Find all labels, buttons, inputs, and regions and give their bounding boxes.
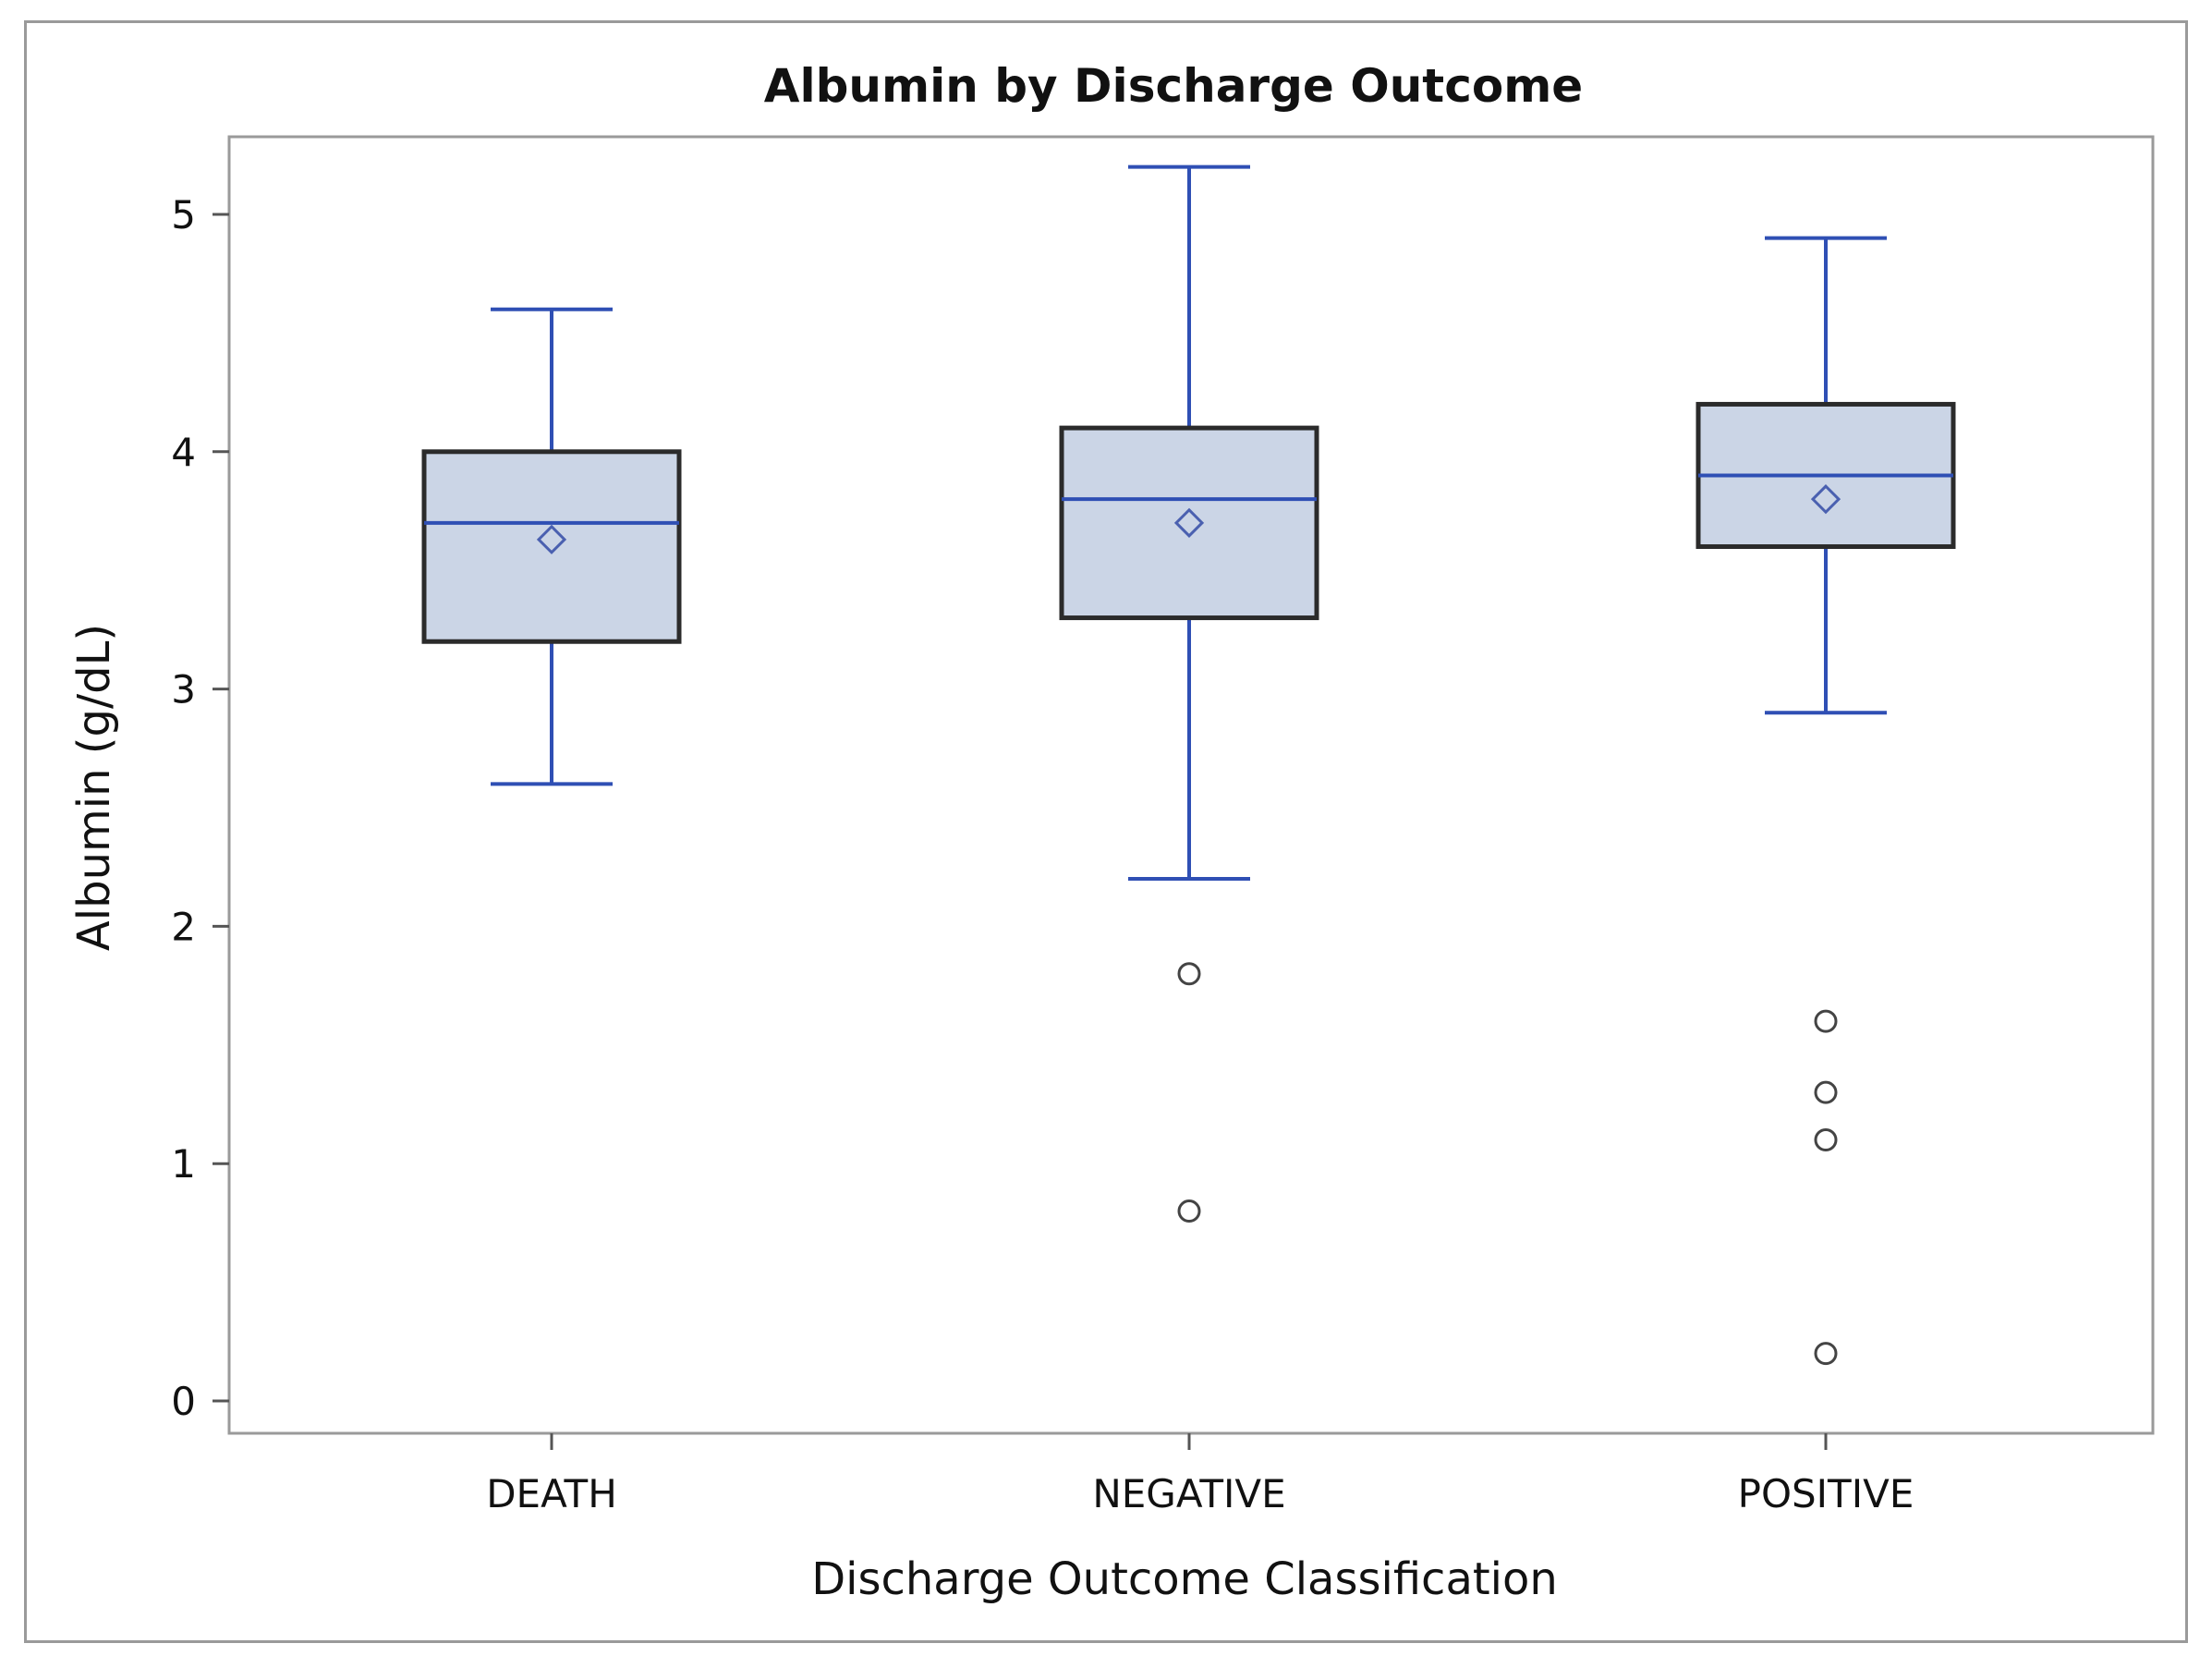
y-tick-label: 5 <box>171 192 196 237</box>
mean-marker <box>536 524 567 554</box>
plot-border <box>227 135 2155 1435</box>
y-tick-label: 1 <box>171 1141 196 1187</box>
iqr-box <box>1059 425 1319 621</box>
outlier-point <box>1814 1009 1838 1033</box>
outlier-point <box>1814 1128 1838 1152</box>
y-tick-label: 3 <box>171 667 196 712</box>
y-tick-label: 2 <box>171 904 196 949</box>
outlier-point <box>1814 1080 1838 1104</box>
x-tick-label-positive: POSITIVE <box>1738 1471 1914 1516</box>
y-axis-label: Albumin (g/dL) <box>68 624 120 951</box>
outlier-point <box>1814 1342 1838 1366</box>
chart-title: Albumin by Discharge Outcome <box>764 59 1583 113</box>
box-group-positive <box>1695 236 1956 1366</box>
y-tick-label: 4 <box>171 430 196 475</box>
x-tick-label-negative: NEGATIVE <box>1092 1471 1285 1516</box>
box-group-negative <box>1059 164 1319 1224</box>
y-tick-label: 0 <box>171 1379 196 1424</box>
iqr-box <box>421 449 682 644</box>
x-tick-label-death: DEATH <box>486 1471 617 1516</box>
plot-area: 0 1 2 3 4 5 DEATH NEGATIVE POSITIVE <box>171 135 2155 1516</box>
box-group-death <box>421 307 682 786</box>
mean-marker <box>1173 507 1205 538</box>
outlier-point <box>1177 962 1201 986</box>
outlier-point <box>1177 1199 1201 1224</box>
mean-marker <box>1810 484 1841 515</box>
x-axis-label: Discharge Outcome Classification <box>811 1553 1558 1605</box>
